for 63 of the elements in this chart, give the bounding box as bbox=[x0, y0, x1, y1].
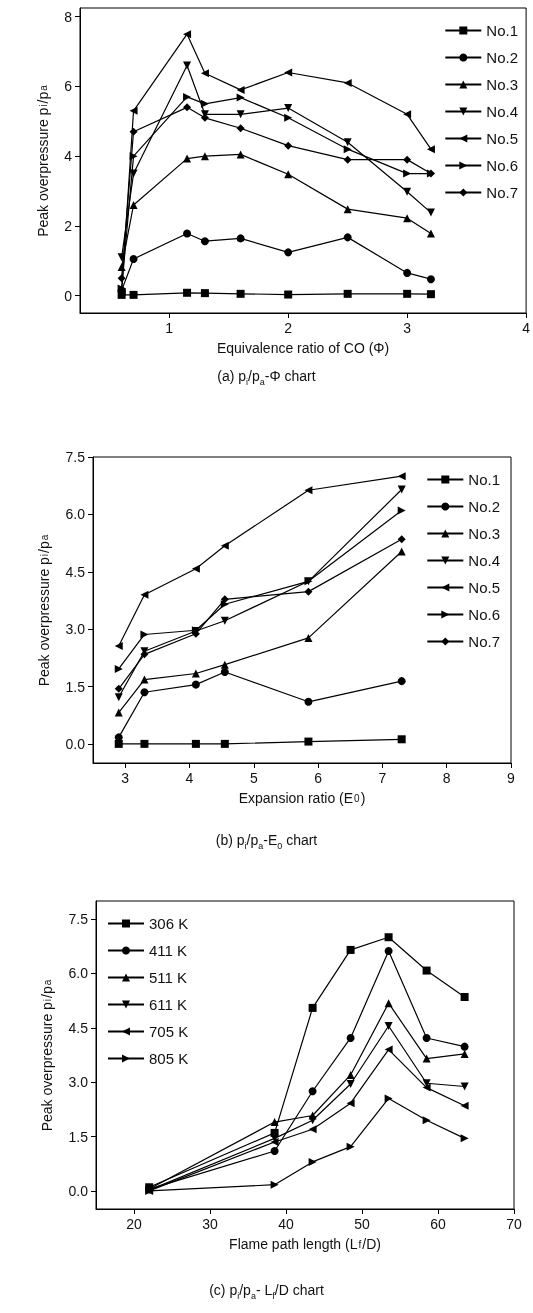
legend-label: No.3 bbox=[468, 525, 500, 542]
legend-label: No.7 bbox=[468, 633, 500, 650]
y-tick-label: 3.0 bbox=[65, 621, 86, 638]
legend-label: No.4 bbox=[486, 103, 518, 120]
x-tick-label: 20 bbox=[126, 1216, 142, 1232]
x-tick-label: 3 bbox=[121, 770, 130, 786]
y-tick-label: 1.5 bbox=[68, 1128, 89, 1145]
x-tick-label: 7 bbox=[378, 770, 387, 786]
legend-label: No.6 bbox=[468, 606, 500, 623]
x-tick-label: 40 bbox=[278, 1216, 294, 1232]
legend-label: No.3 bbox=[486, 76, 518, 93]
x-tick-label: 30 bbox=[202, 1216, 218, 1232]
legend-label: 306 K bbox=[149, 915, 189, 932]
x-tick-label: 60 bbox=[430, 1216, 446, 1232]
x-tick-label: 1 bbox=[165, 320, 174, 336]
y-tick-label: 6.0 bbox=[68, 965, 89, 982]
y-tick-label: 4 bbox=[64, 148, 73, 165]
legend-label: 611 K bbox=[149, 996, 188, 1013]
legend-label: No.2 bbox=[468, 498, 500, 515]
legend-label: 805 K bbox=[149, 1050, 189, 1067]
legend-label: 705 K bbox=[149, 1023, 189, 1040]
legend-label: No.4 bbox=[468, 552, 500, 569]
y-tick-label: 8 bbox=[64, 8, 73, 25]
x-tick-label: 70 bbox=[506, 1216, 522, 1232]
legend-label: No.5 bbox=[468, 579, 500, 596]
legend-label: 411 K bbox=[149, 942, 188, 959]
legend-label: No.2 bbox=[486, 49, 518, 66]
y-tick-label: 1.5 bbox=[65, 678, 86, 695]
y-axis-title: Peak overpressure pi/pa bbox=[36, 534, 52, 687]
legend-label: No.5 bbox=[486, 130, 518, 147]
y-tick-label: 0 bbox=[64, 287, 73, 304]
x-axis-title: Expansion ratio (E0) bbox=[238, 790, 366, 806]
y-tick-label: 6 bbox=[64, 78, 73, 95]
y-tick-label: 7.5 bbox=[68, 911, 89, 928]
text: (b) p$_{i}$/p$_{a}$-E$_{0}$ chart bbox=[214, 832, 319, 851]
y-tick-label: 4.5 bbox=[65, 563, 86, 580]
x-tick-label: 50 bbox=[354, 1216, 370, 1232]
y-axis-title: Peak overpressure pi/pa bbox=[35, 84, 51, 237]
legend-label: 511 K bbox=[149, 969, 188, 986]
x-tick-label: 4 bbox=[522, 320, 531, 336]
x-tick-label: 6 bbox=[314, 770, 323, 786]
x-tick-label: 2 bbox=[284, 320, 293, 336]
y-tick-label: 2 bbox=[64, 217, 73, 234]
x-tick-label: 9 bbox=[507, 770, 516, 786]
y-tick-label: 7.5 bbox=[65, 449, 86, 465]
x-tick-label: 8 bbox=[442, 770, 451, 786]
y-tick-label: 6.0 bbox=[65, 506, 86, 523]
text: (a) p$_{i}$/p$_{a}$-Φ chart bbox=[216, 368, 317, 387]
y-tick-label: 4.5 bbox=[68, 1019, 89, 1036]
y-tick-label: 0.0 bbox=[68, 1182, 89, 1199]
x-tick-label: 4 bbox=[185, 770, 194, 786]
x-tick-label: 5 bbox=[249, 770, 258, 786]
text: (c) p$_{i}$/p$_{a}$- L$_{f}$/D chart bbox=[208, 1282, 325, 1301]
x-axis-title: Equivalence ratio of CO (Φ) bbox=[216, 340, 390, 356]
y-tick-label: 0.0 bbox=[65, 735, 86, 752]
x-tick-label: 3 bbox=[403, 320, 412, 336]
y-axis-title: Peak overpressure pi/pa bbox=[39, 979, 55, 1132]
legend-label: No.7 bbox=[486, 184, 518, 201]
x-axis-title: Flame path length (Lf/D) bbox=[229, 1236, 381, 1252]
legend-label: No.6 bbox=[486, 157, 518, 174]
y-tick-label: 3.0 bbox=[68, 1074, 89, 1091]
legend-label: No.1 bbox=[486, 22, 518, 39]
legend-label: No.1 bbox=[468, 471, 500, 488]
